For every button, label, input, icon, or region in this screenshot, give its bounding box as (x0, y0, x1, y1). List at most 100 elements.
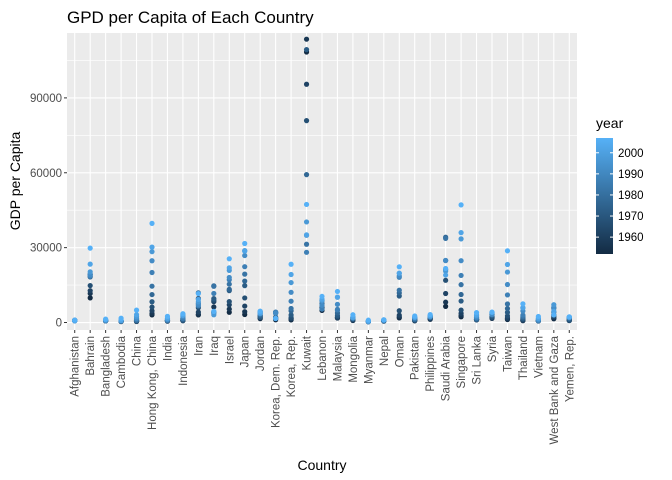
data-point (443, 257, 449, 264)
data-point (288, 271, 294, 278)
data-point (319, 293, 325, 300)
data-point (303, 232, 310, 238)
color-legend: year 1960 1970 1980 1990 2000 (596, 115, 644, 254)
data-point (149, 299, 155, 305)
data-point (288, 298, 294, 304)
data-point (319, 302, 325, 308)
x-tick-label: Iraq (209, 336, 221, 356)
data-point (257, 308, 263, 314)
data-point (443, 290, 449, 297)
data-point (242, 240, 248, 247)
data-points (72, 36, 572, 325)
x-tick-label: Bahrain (85, 336, 97, 376)
legend-tick-label: 1990 (618, 169, 644, 181)
x-tick-label: Afghanistan (70, 336, 82, 397)
data-point (211, 296, 217, 302)
x-tick-label: Lebanon (317, 336, 329, 381)
data-point (118, 315, 124, 321)
data-point (133, 307, 140, 313)
data-point (303, 201, 310, 208)
data-point (288, 289, 294, 295)
data-point (427, 311, 433, 318)
data-point (164, 313, 171, 319)
data-point (334, 294, 341, 300)
data-point (211, 290, 217, 297)
data-point (211, 308, 217, 314)
legend-tick-label: 1970 (618, 211, 644, 223)
x-tick-label: Myanmar (363, 336, 375, 384)
data-point (473, 310, 480, 316)
data-point (303, 47, 310, 53)
x-tick-label: Bangladesh (101, 336, 113, 397)
data-point (504, 261, 511, 268)
data-point (149, 269, 155, 276)
data-point (242, 303, 248, 309)
data-point (195, 309, 201, 315)
data-point (396, 264, 402, 270)
data-point (396, 270, 402, 276)
data-point (504, 269, 511, 275)
x-tick-label: Korea, Dem. Rep. (271, 336, 283, 428)
data-point (350, 312, 356, 318)
data-point (504, 301, 511, 307)
x-tick-label: Singapore (456, 336, 468, 388)
data-point (458, 307, 464, 313)
x-tick-label: Israel (224, 336, 236, 364)
y-axis: 0 30000 60000 90000 (30, 93, 67, 330)
y-tick-label: 60000 (30, 168, 62, 180)
data-point (443, 265, 449, 272)
data-point (458, 236, 464, 242)
legend-tick-label: 2000 (618, 148, 644, 160)
legend-ticks: 1960 1970 1980 1990 2000 (596, 148, 644, 244)
data-point (551, 308, 557, 314)
legend-tick-label: 1960 (618, 232, 644, 244)
data-point (551, 312, 557, 318)
data-point (242, 252, 248, 259)
x-axis-label: Country (297, 457, 346, 473)
data-point (149, 308, 155, 314)
data-point (288, 312, 294, 318)
data-point (149, 249, 155, 255)
data-point (242, 309, 248, 315)
data-point (319, 306, 325, 312)
data-point (226, 265, 232, 271)
data-point (303, 241, 310, 247)
x-tick-label: Cambodia (116, 335, 128, 388)
y-tick-label: 90000 (30, 93, 62, 105)
data-point (551, 302, 557, 308)
x-tick-label: China (132, 335, 144, 366)
data-point (303, 171, 310, 178)
data-point (226, 281, 232, 287)
data-point (504, 281, 511, 288)
data-point (334, 306, 341, 313)
data-point (242, 264, 248, 270)
data-point (458, 291, 464, 298)
data-point (458, 282, 464, 288)
data-point (566, 314, 572, 320)
x-axis: Afghanistan Bahrain Bangladesh Cambodia Chin… (70, 330, 576, 444)
x-tick-label: Mongolia (348, 335, 360, 382)
legend-colorbar (596, 138, 613, 254)
y-axis-label: GDP per Capita (7, 132, 23, 231)
x-tick-label: Jordan (255, 336, 267, 371)
data-point (103, 316, 109, 322)
data-point (72, 317, 78, 323)
data-point (458, 258, 464, 264)
x-tick-label: Taiwan (502, 336, 514, 372)
data-point (443, 277, 449, 283)
x-tick-label: Hong Kong, China (147, 335, 159, 430)
x-tick-label: Iran (193, 336, 205, 356)
x-tick-label: Philippines (425, 336, 437, 392)
data-point (443, 272, 449, 278)
data-point (303, 249, 310, 255)
data-point (273, 315, 279, 322)
data-point (242, 295, 248, 301)
x-tick-label: Yemen, Rep. (564, 336, 576, 402)
data-point (149, 291, 155, 298)
data-point (520, 301, 526, 307)
data-point (288, 279, 294, 286)
data-point (195, 296, 201, 303)
x-tick-label: India (162, 335, 174, 361)
data-point (242, 271, 248, 277)
